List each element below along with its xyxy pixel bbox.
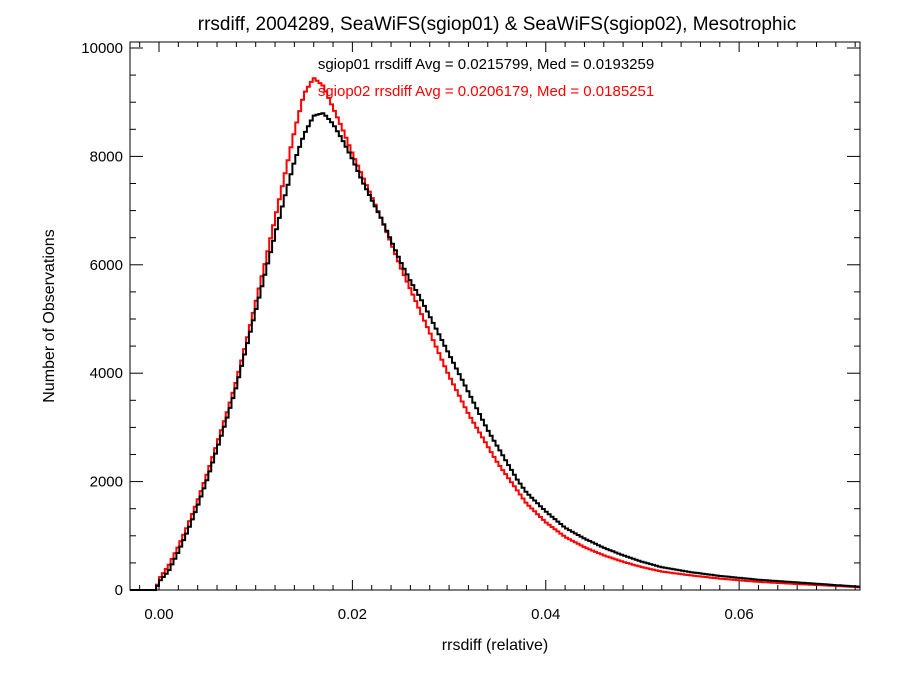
series-layer: [130, 77, 860, 591]
chart-title: rrsdiff, 2004289, SeaWiFS(sgiop01) & Sea…: [198, 14, 796, 35]
x-axis-label: rrsdiff (relative): [442, 637, 548, 654]
y-tick-label: 6000: [90, 257, 123, 274]
y-tick-label: 2000: [90, 474, 123, 491]
y-axis-label: Number of Observations: [41, 229, 58, 402]
y-tick-label: 0: [115, 582, 123, 599]
series-annotation-sgiop01: sgiop01 rrsdiff Avg = 0.0215799, Med = 0…: [318, 56, 654, 73]
y-tick-label: 10000: [81, 40, 123, 57]
y-tick-label: 8000: [90, 148, 123, 165]
x-tick-label: 0.02: [338, 606, 367, 623]
x-tick-label: 0.06: [725, 606, 754, 623]
x-tick-label: 0.00: [144, 606, 173, 623]
y-tick-label: 4000: [90, 365, 123, 382]
plot-frame: [129, 41, 861, 591]
series-annotation-sgiop02: sgiop02 rrsdiff Avg = 0.0206179, Med = 0…: [318, 83, 654, 100]
series-line-sgiop01: [130, 112, 860, 591]
x-tick-label: 0.04: [531, 606, 560, 623]
axis-ticks: 0.00 0.02 0.04 0.06 0 2000 4000 6000 8000 10000: [81, 40, 860, 623]
series-line-sgiop02: [130, 77, 860, 591]
